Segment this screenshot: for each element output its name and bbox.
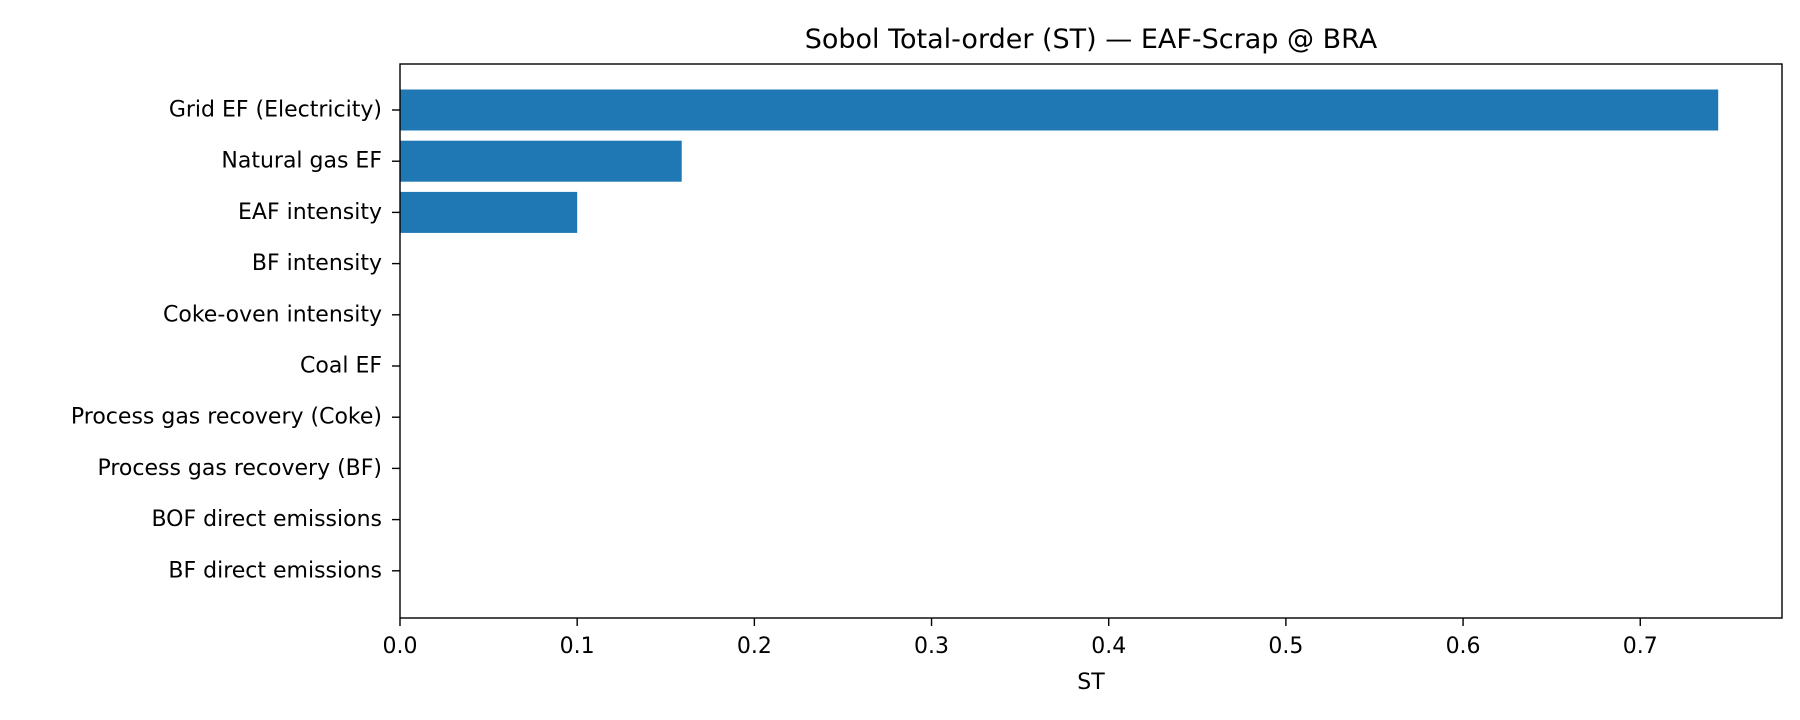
- x-tick-label: 0.6: [1446, 634, 1481, 659]
- x-tick-label: 0.1: [560, 634, 595, 659]
- bar: [400, 191, 578, 233]
- x-tick-label: 0.2: [737, 634, 772, 659]
- y-tick-label: Process gas recovery (Coke): [71, 405, 382, 430]
- bars-group: [400, 89, 1719, 233]
- y-tick-label: Coal EF: [300, 354, 382, 379]
- x-tick-label: 0.0: [383, 634, 418, 659]
- y-tick-label: Natural gas EF: [221, 149, 382, 174]
- y-tick-label: Coke-oven intensity: [163, 302, 382, 327]
- x-axis: 0.0 0.1 0.2 0.3 0.4 0.5 0.6 0.7: [383, 618, 1658, 659]
- x-tick-label: 0.5: [1268, 634, 1303, 659]
- y-tick-label: Process gas recovery (BF): [97, 456, 382, 481]
- y-tick-label: EAF intensity: [238, 200, 382, 225]
- y-tick-label: BF intensity: [252, 251, 382, 276]
- y-tick-label: Grid EF (Electricity): [169, 98, 382, 123]
- bar: [400, 89, 1719, 131]
- plot-frame: [399, 63, 1783, 619]
- chart-title: Sobol Total-order (ST) — EAF-Scrap @ BRA: [805, 24, 1378, 55]
- x-tick-label: 0.4: [1091, 634, 1126, 659]
- y-tick-label: BOF direct emissions: [151, 507, 382, 532]
- bar: [400, 140, 682, 182]
- y-axis: Grid EF (Electricity) Natural gas EF EAF i…: [71, 98, 400, 583]
- y-tick-label: BF direct emissions: [168, 558, 382, 583]
- x-axis-label: ST: [1077, 670, 1105, 695]
- x-tick-label: 0.3: [914, 634, 949, 659]
- x-tick-label: 0.7: [1623, 634, 1658, 659]
